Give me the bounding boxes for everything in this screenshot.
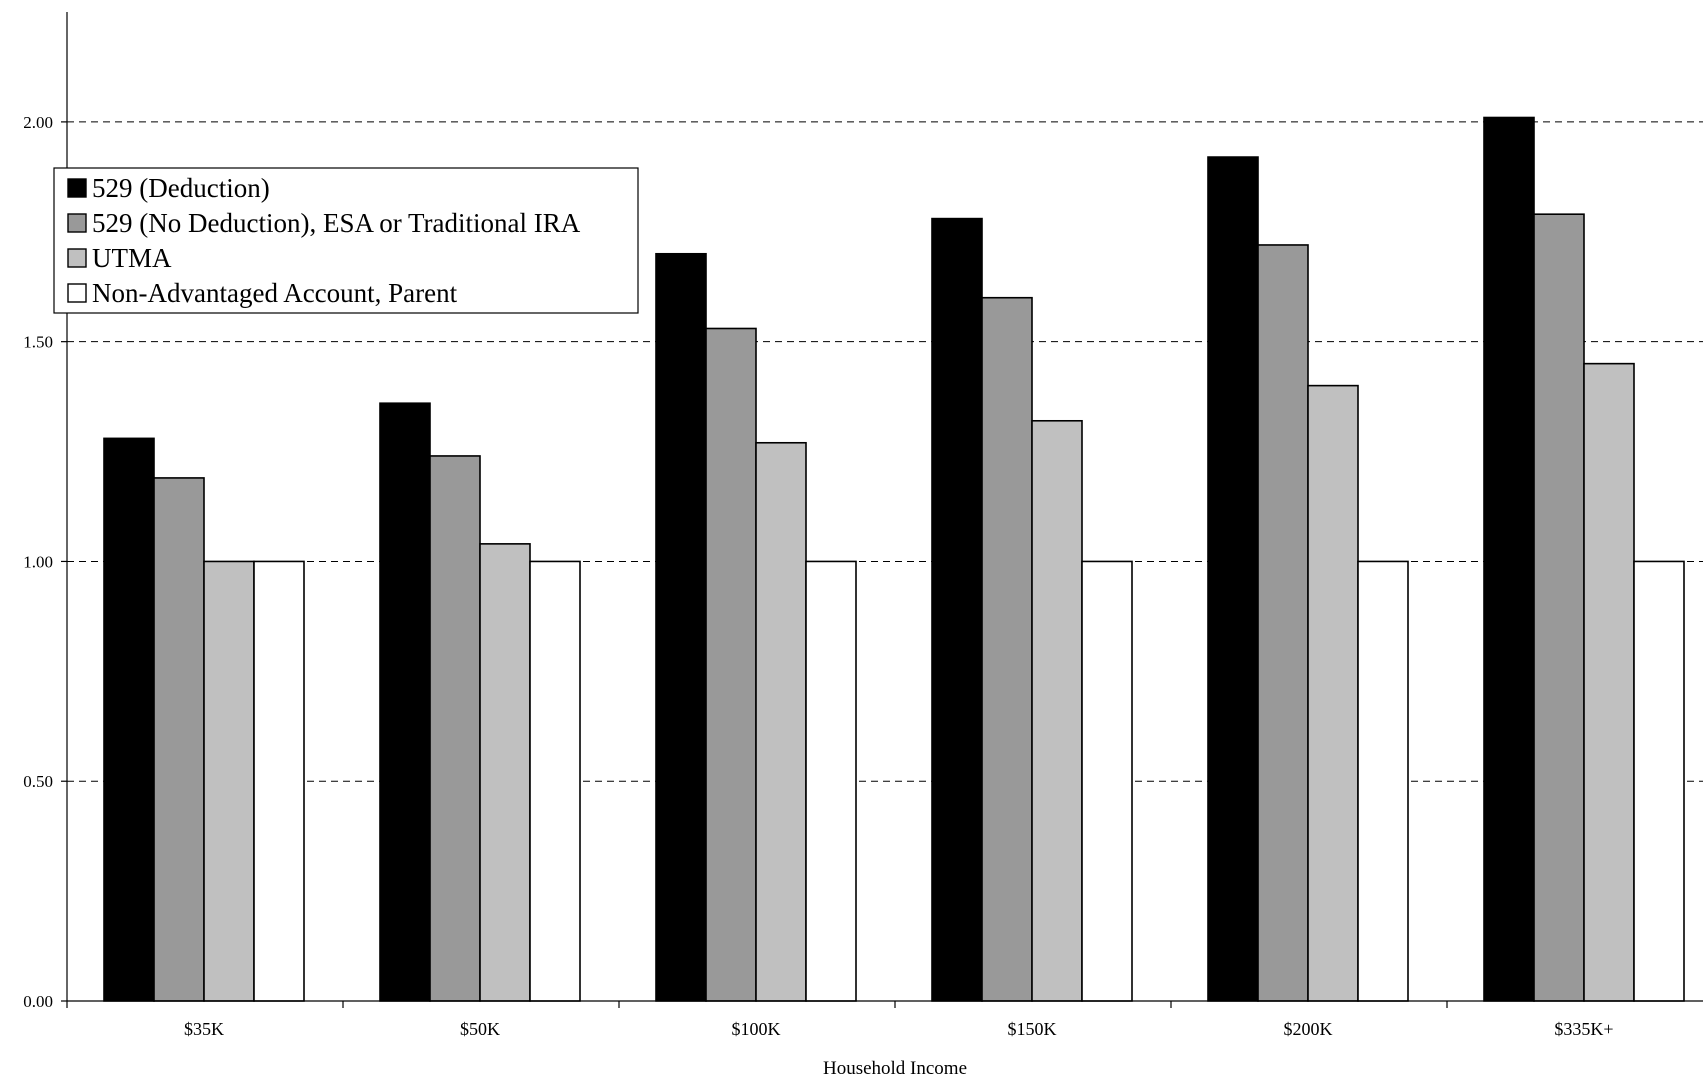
legend: 529 (Deduction) 529 (No Deduction), ESA o… [53,167,639,314]
legend-swatch [67,283,87,303]
legend-label: 529 (Deduction) [92,173,270,203]
bar-4-1 [253,560,305,1002]
bar-1-3 [655,252,707,1002]
x-tick-label: $100K [732,1019,781,1039]
bar-4-3 [805,560,857,1002]
bar-3-3 [755,441,807,1002]
y-tick-label: 1.50 [23,333,53,352]
legend-swatch [67,213,87,233]
bar-4-2 [529,560,581,1002]
y-tick-label: 2.00 [23,113,53,132]
y-tick-label: 0.00 [23,992,53,1011]
bar-4-5 [1357,560,1409,1002]
bar-2-4 [981,296,1033,1002]
bar-2-3 [705,327,757,1002]
bar-2-5 [1257,244,1309,1002]
y-tick-label: 0.50 [23,772,53,791]
legend-label: Non-Advantaged Account, Parent [92,278,458,308]
bar-1-1 [103,437,155,1002]
bar-1-4 [931,217,983,1002]
legend-swatch [67,178,87,198]
bar-2-6 [1533,213,1585,1002]
bar-4-6 [1633,560,1685,1002]
ticks: 0.00 0.50 1.00 1.50 2.00 $35K $50K $100K $150K $2… [23,113,1613,1039]
bar-3-4 [1031,419,1083,1002]
axes [66,12,1703,1002]
gridlines [67,121,1703,782]
bar-2-1 [153,477,205,1002]
bar-3-1 [203,560,255,1002]
y-tick-label: 1.00 [23,552,53,571]
x-tick-label: $35K [184,1019,224,1039]
bar-4-4 [1081,560,1133,1002]
legend-swatch [67,248,87,268]
bar-1-5 [1207,156,1259,1002]
legend-box [53,167,639,314]
bar-2-2 [429,455,481,1002]
x-axis-label: Household Income [823,1058,967,1079]
legend-label: 529 (No Deduction), ESA or Traditional I… [92,208,581,238]
bar-3-2 [479,543,531,1002]
legend-label: UTMA [92,243,172,273]
x-tick-label: $50K [460,1019,500,1039]
bar-1-6 [1483,116,1535,1002]
bar-3-6 [1583,362,1635,1002]
bar-1-2 [379,402,431,1002]
x-tick-label: $335K+ [1554,1019,1613,1039]
x-tick-label: $200K [1284,1019,1333,1039]
bar-3-5 [1307,384,1359,1002]
x-tick-label: $150K [1008,1019,1057,1039]
